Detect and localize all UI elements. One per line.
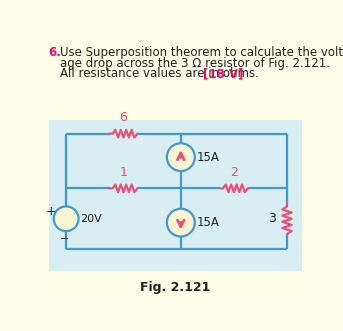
Text: [18 V]: [18 V] <box>203 68 244 80</box>
Circle shape <box>167 143 195 171</box>
Text: 6.: 6. <box>48 46 61 59</box>
Text: +: + <box>45 205 56 217</box>
Text: 15A: 15A <box>196 216 219 229</box>
Text: 3: 3 <box>268 212 276 225</box>
Text: age drop across the 3 Ω resistor of Fig. 2.121.: age drop across the 3 Ω resistor of Fig.… <box>60 57 330 70</box>
Text: All resistance values are in ohms.: All resistance values are in ohms. <box>60 68 262 80</box>
Text: 20V: 20V <box>80 214 102 224</box>
Text: 15A: 15A <box>196 151 219 164</box>
Circle shape <box>167 209 195 236</box>
Text: Fig. 2.121: Fig. 2.121 <box>140 281 211 294</box>
Circle shape <box>54 207 79 231</box>
Text: 6: 6 <box>120 112 127 124</box>
Text: 2: 2 <box>230 166 238 179</box>
Text: 1: 1 <box>120 166 127 179</box>
Text: −: − <box>60 234 69 244</box>
FancyBboxPatch shape <box>49 120 303 271</box>
Text: Use Superposition theorem to calculate the volt-: Use Superposition theorem to calculate t… <box>60 46 343 59</box>
